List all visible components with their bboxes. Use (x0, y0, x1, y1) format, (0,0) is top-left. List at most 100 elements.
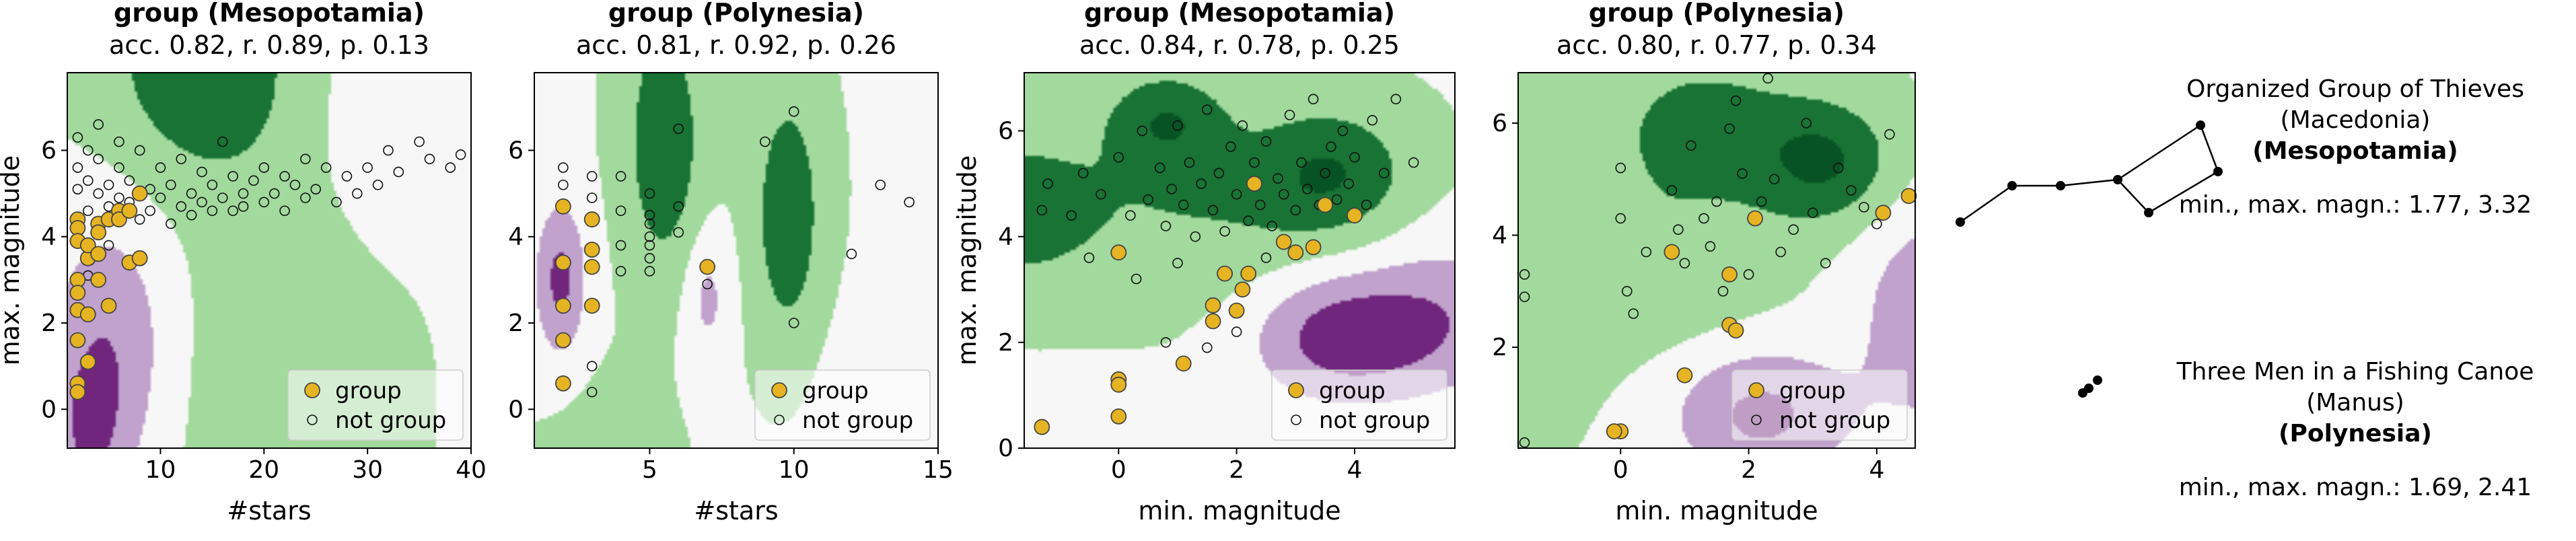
y-tick-label: 0 (998, 435, 1013, 462)
not-group-point (145, 205, 155, 217)
legend: group not group (1731, 369, 1908, 441)
constellation-star (2113, 175, 2122, 184)
not-group-point (186, 209, 197, 221)
chart-title: group (Mesopotamia) (114, 0, 425, 28)
not-group-point (1266, 221, 1278, 231)
not-group-point (788, 318, 799, 328)
not-group-point (1160, 221, 1172, 231)
not-group-point (238, 188, 249, 199)
x-tick-label: 20 (248, 456, 279, 484)
group-point (90, 271, 107, 288)
not-group-point (300, 192, 311, 203)
not-group-point (196, 166, 207, 178)
legend: group not group (287, 369, 464, 441)
y-tick-label: 4 (508, 223, 524, 251)
constellation-star (1956, 217, 1965, 227)
not-group-point (1219, 225, 1230, 237)
not-group-point (248, 175, 259, 186)
legend-marker-not-group (1291, 414, 1301, 425)
not-group-point (207, 179, 218, 190)
not-group-point (1237, 120, 1248, 131)
not-group-point (788, 106, 799, 117)
not-group-point (1243, 215, 1254, 226)
not-group-point (644, 188, 655, 199)
not-group-point (760, 136, 771, 147)
not-group-point (82, 145, 94, 156)
x-axis-label: #stars (694, 496, 778, 526)
group-point (699, 258, 716, 275)
not-group-point (1273, 173, 1283, 184)
not-group-point (1213, 168, 1225, 179)
constellation-figure-2 (2078, 375, 2102, 398)
not-group-point (114, 192, 124, 203)
group-point (69, 332, 86, 349)
group-point (1175, 355, 1192, 372)
not-group-point (1066, 210, 1077, 221)
not-group-point (445, 162, 456, 173)
not-group-point (1686, 140, 1696, 151)
not-group-point (93, 188, 104, 199)
not-group-point (1628, 308, 1639, 319)
group-point (90, 224, 107, 241)
not-group-point (615, 171, 627, 182)
not-group-point (103, 179, 114, 190)
constellation-magnitudes: min., max. magn.: 1.69, 2.41 (2178, 474, 2532, 501)
group-point (554, 254, 571, 271)
not-group-point (586, 386, 598, 398)
not-group-point (1801, 118, 1812, 129)
not-group-point (1096, 188, 1106, 200)
not-group-point (1737, 168, 1748, 179)
legend-marker-not-group (774, 414, 785, 425)
legend-label-not-group: not group (1319, 407, 1430, 434)
not-group-point (1673, 224, 1684, 235)
not-group-point (72, 184, 83, 194)
not-group-point (1337, 125, 1349, 137)
not-group-point (166, 218, 176, 229)
constellation-star (2093, 375, 2102, 385)
legend-label-group: group (802, 377, 869, 404)
not-group-point (1871, 219, 1882, 229)
not-group-point (134, 214, 145, 225)
not-group-point (1717, 286, 1729, 297)
group-point (1900, 188, 1917, 205)
group-point (554, 198, 571, 215)
not-group-point (82, 175, 94, 186)
not-group-point (1302, 184, 1313, 194)
not-group-point (1378, 168, 1390, 179)
not-group-point (1331, 194, 1343, 205)
legend-label-not-group: not group (802, 407, 913, 434)
group-point (131, 185, 148, 202)
not-group-point (1201, 104, 1213, 115)
not-group-point (673, 227, 684, 238)
not-group-point (1160, 337, 1172, 348)
constellation-edge (2117, 179, 2149, 213)
not-group-point (310, 184, 322, 194)
not-group-point (1820, 258, 1831, 268)
not-group-point (1290, 205, 1301, 216)
legend-label-group: group (1779, 377, 1846, 404)
y-axis-label: max. magnitude (0, 155, 25, 366)
legend-label-not-group: not group (1779, 407, 1890, 434)
not-group-point (1343, 178, 1354, 189)
not-group-point (1641, 246, 1652, 258)
not-group-point (72, 132, 83, 143)
not-group-point (72, 162, 83, 173)
not-group-point (1519, 269, 1530, 280)
not-group-point (1172, 258, 1183, 268)
not-group-point (134, 145, 145, 156)
group-point (79, 353, 96, 370)
group-point (1875, 205, 1892, 221)
x-tick-label: 40 (456, 456, 487, 484)
y-tick-label: 2 (508, 310, 524, 337)
y-tick-label: 6 (1492, 110, 1507, 137)
group-point (79, 306, 96, 323)
constellation-star (2007, 181, 2017, 190)
legend: group not group (1271, 369, 1447, 441)
chart-title: group (Mesopotamia) (1084, 0, 1395, 28)
y-tick-label: 6 (998, 117, 1013, 145)
not-group-point (93, 119, 104, 130)
not-group-point (1730, 95, 1742, 106)
chart-subtitle: acc. 0.80, r. 0.77, p. 0.34 (1557, 30, 1877, 60)
not-group-point (1621, 286, 1633, 297)
not-group-point (1390, 94, 1402, 105)
